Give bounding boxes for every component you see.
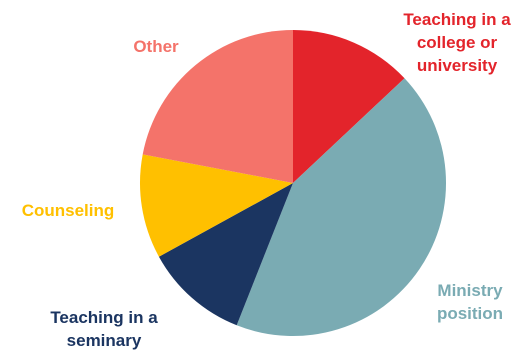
pie-slice-other <box>142 30 293 183</box>
pie-slice-counseling <box>140 154 293 257</box>
slice-label-line: Counseling <box>22 201 115 220</box>
slice-label-line: Ministry <box>437 281 503 300</box>
slice-label-teaching-in-a-seminary: Teaching in a seminary <box>50 308 158 350</box>
slice-label-ministry-position: Ministry position <box>437 281 503 323</box>
slice-label-line: Teaching in a <box>403 10 511 29</box>
slice-label-line: Teaching in a <box>50 308 158 327</box>
pie-slice-teaching-in-a-college-or-university <box>293 30 405 183</box>
slice-labels: Teaching in a college or university Ministr… <box>22 10 512 350</box>
slice-label-line: university <box>417 56 498 75</box>
pie-slices <box>140 30 447 337</box>
slice-label-counseling: Counseling <box>22 201 115 220</box>
slice-label-teaching-in-a-college-or-university: Teaching in a college or university <box>403 10 511 75</box>
slice-label-line: college or <box>417 33 498 52</box>
slice-label-other: Other <box>133 37 179 56</box>
slice-label-line: seminary <box>67 331 142 350</box>
slice-label-line: position <box>437 304 503 323</box>
slice-label-line: Other <box>133 37 179 56</box>
pie-slice-ministry-position <box>236 78 447 337</box>
pie-slice-teaching-in-a-seminary <box>158 183 293 326</box>
